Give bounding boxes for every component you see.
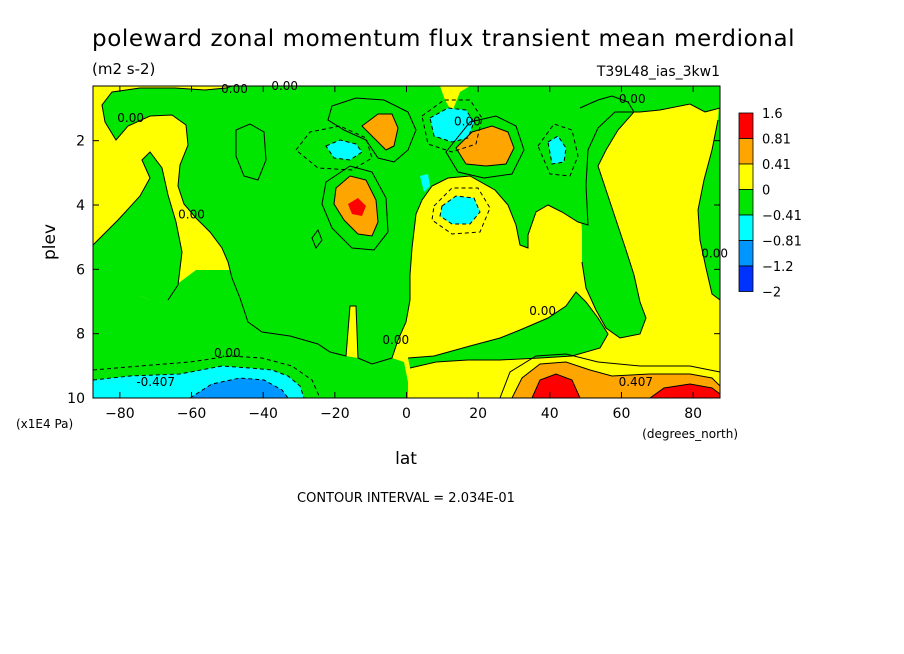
x-tick-label: −20	[320, 406, 350, 422]
field-negative-east-band	[578, 96, 646, 338]
y-tick-label: 8	[76, 327, 85, 343]
contour-label: 0.407	[619, 375, 653, 389]
x-tick-label: −60	[177, 406, 207, 422]
field-orange-upper-center	[456, 126, 514, 166]
x-axis-label: lat	[395, 449, 417, 469]
field-orange-upper-left	[362, 114, 398, 150]
y-tick-label: 4	[76, 198, 85, 214]
colorbar-swatch	[738, 163, 754, 190]
contour-label: -0.407	[136, 375, 175, 389]
colorbar-label: −1.2	[762, 260, 794, 275]
pos-contour-10	[311, 228, 323, 250]
pos-contour-7	[499, 353, 721, 399]
pos-contour-11	[235, 123, 267, 181]
contour-label: 0.00	[382, 333, 409, 347]
neg-contour-8	[439, 195, 481, 225]
neg-contour-11	[537, 123, 579, 177]
neg-contour-6	[429, 107, 475, 143]
field-red-mid-left	[348, 198, 366, 216]
pos-contour-12	[327, 97, 417, 163]
colorbar-label: 0	[762, 184, 770, 199]
field-cyan-small-center	[420, 174, 430, 192]
run-id: T39L48_ias_3kw1	[596, 64, 720, 80]
colorbar-label: 0.41	[762, 158, 791, 173]
contour-label: 0.00	[454, 114, 481, 128]
contour-labels: 0.000.00 0.000.000.000.000.000.000.000.00…	[117, 79, 728, 389]
x-tick-label: −80	[105, 406, 135, 422]
contour-label: 0.00	[619, 92, 646, 106]
contour-label: 0.00	[178, 208, 205, 222]
colorbar-swatch	[738, 240, 754, 267]
field-negative-mid-low	[408, 292, 608, 368]
field-cyan-upper-left	[326, 140, 362, 160]
y-axis-label: plev	[40, 224, 60, 260]
contour-interval-note: CONTOUR INTERVAL = 2.034E-01	[297, 491, 515, 506]
field-negative-upper-mid	[102, 86, 720, 364]
colorbar-swatch	[738, 138, 754, 165]
field-cyan-upper-center	[430, 108, 474, 142]
x-axis-ticks: −80 −60 −40 −20 0 20 40 60 80	[105, 86, 702, 422]
pos-contour-8	[531, 373, 581, 399]
field-cyan-upper-right	[548, 136, 566, 164]
contour-lines	[92, 85, 721, 399]
x-tick-label: −40	[248, 406, 278, 422]
zero-contour-mid-low	[407, 291, 609, 369]
contour-label: 0.00	[214, 346, 241, 360]
colorbar-label: −0.41	[762, 209, 802, 224]
pos-contour-3	[321, 165, 389, 251]
neg-contour-5	[295, 125, 373, 171]
plot-area: 0.000.00 0.000.000.000.000.000.000.000.00…	[92, 79, 728, 399]
field-negative-left-tongue	[93, 152, 182, 300]
x-units-label: (degrees_north)	[642, 427, 738, 441]
pos-contour-1	[361, 113, 399, 151]
pos-contour-9	[649, 383, 721, 399]
zero-contour-main	[101, 85, 721, 365]
pos-contour-5	[445, 115, 525, 179]
x-tick-label: 0	[402, 406, 411, 422]
zero-contour-left	[92, 151, 183, 301]
pos-contour-2	[333, 175, 379, 237]
zero-contour-east	[579, 95, 647, 339]
pos-contour-6	[511, 361, 721, 399]
y-tick-label: 2	[76, 134, 85, 150]
colorbar-swatch	[738, 214, 754, 241]
colorbar: 1.6 0.81 0.41 0 −0.41 −0.81 −1.2 −2	[738, 107, 802, 301]
x-tick-label: 20	[469, 406, 487, 422]
neg-contour-3	[189, 377, 289, 399]
colorbar-swatch	[738, 265, 754, 292]
neg-contour-10	[547, 135, 567, 165]
contour-label: 0.00	[221, 82, 248, 96]
contour-label: 0.00	[701, 246, 728, 260]
contour-label: 0.00	[117, 111, 144, 125]
y-units-label: (x1E4 Pa)	[16, 417, 73, 431]
negative-contour-lines	[92, 99, 579, 399]
chart-title: poleward zonal momentum flux transient m…	[92, 26, 795, 52]
neg-contour-9	[431, 187, 491, 235]
y-tick-label: 10	[67, 391, 85, 407]
colorbar-label: −2	[762, 286, 781, 301]
colorbar-label: 1.6	[762, 107, 783, 122]
field-red-east-bottom	[532, 374, 580, 398]
x-tick-label: 40	[541, 406, 559, 422]
neg-contour-4	[325, 139, 363, 161]
x-tick-label: 80	[684, 406, 702, 422]
y-tick-label: 6	[76, 262, 85, 278]
field-negative-west-band	[93, 270, 408, 398]
neg-contour-7	[421, 99, 483, 153]
colorbar-label: 0.81	[762, 133, 791, 148]
chart-subtitle: (m2 s-2)	[92, 60, 155, 78]
colorbar-swatch	[738, 189, 754, 216]
contour-label: 0.00	[529, 304, 556, 318]
x-tick-label: 60	[613, 406, 631, 422]
colorbar-swatch	[738, 112, 754, 139]
pos-contour-4	[455, 125, 515, 167]
y-axis-ticks: 2 4 6 8 10	[67, 134, 720, 407]
colorbar-label: −0.81	[762, 235, 802, 250]
field-cyan-mid-center	[440, 196, 480, 224]
zero-contour-east-edge	[697, 119, 721, 301]
